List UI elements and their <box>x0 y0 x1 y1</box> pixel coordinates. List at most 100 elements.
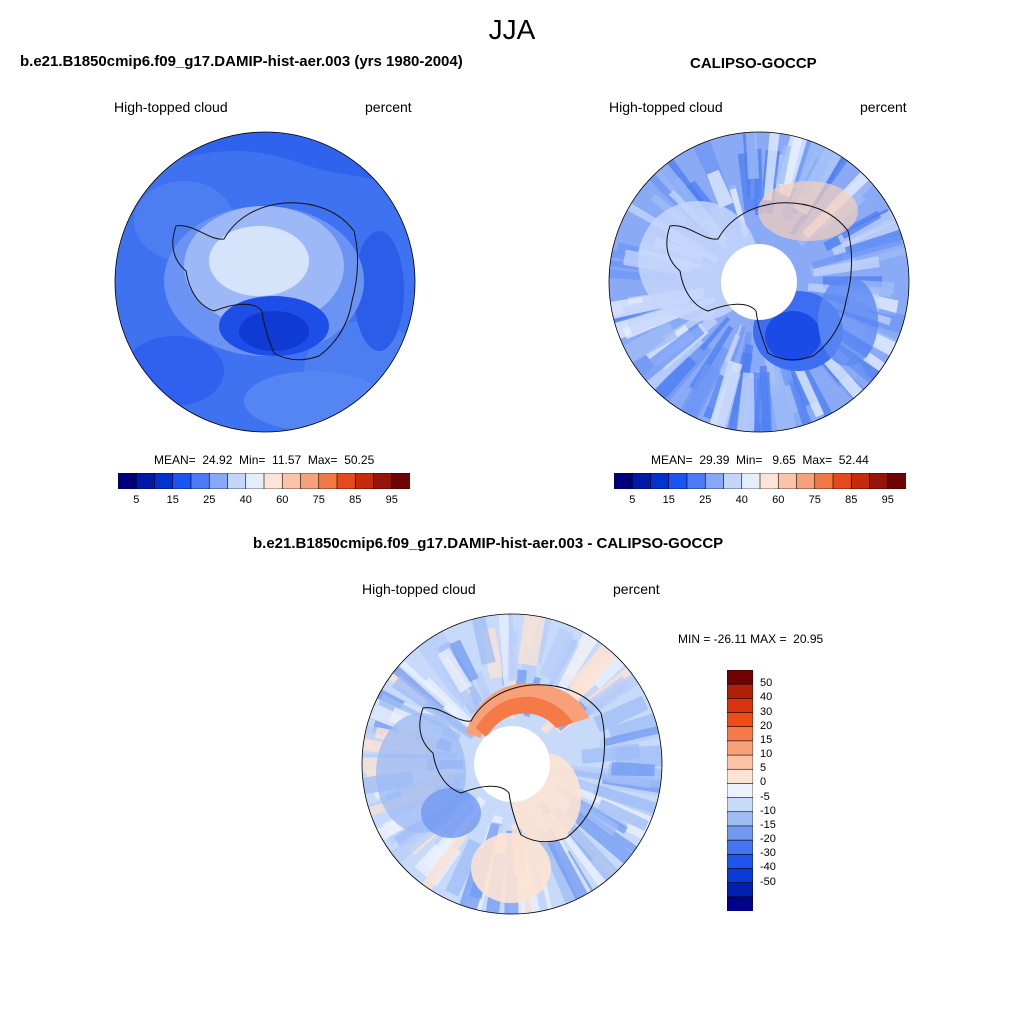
field-streak <box>391 675 475 740</box>
obs-colorbar-swatch <box>869 473 889 489</box>
field-streak <box>775 144 792 185</box>
obs-colorbar-tick-label: 95 <box>881 494 894 506</box>
obs-colorbar-swatch <box>686 473 706 489</box>
obs-colorbar-tick-label: 75 <box>808 494 821 506</box>
season-title: JJA <box>488 14 536 45</box>
model-colorbar-ticks: 5 15 25 40 60 75 85 95 <box>118 494 410 508</box>
model-colorbar-swatch <box>172 473 192 489</box>
model-colorbar <box>118 473 410 489</box>
field-streak <box>593 695 649 733</box>
field-streak <box>593 784 662 817</box>
diff-stats: MIN = -26.11 MAX = 20.95 <box>678 632 824 646</box>
obs-map-border <box>608 131 910 433</box>
diff-colorbar-tick-label: -30 <box>760 847 776 860</box>
model-colorbar-swatch <box>281 473 302 489</box>
obs-polar-map <box>608 131 910 433</box>
obs-colorbar-swatch <box>887 473 906 489</box>
field-streak <box>384 647 460 717</box>
diff-colorbar-tick-label: 50 <box>760 677 773 690</box>
diff-colorbar-tick-label: -50 <box>760 875 776 888</box>
diff-coastline <box>419 684 606 843</box>
diff-colorbar-swatch <box>727 853 753 870</box>
model-colorbar-tick-label: 85 <box>349 494 362 506</box>
diff-colorbar-ticks: 50 40 30 20 15 10 5 0 -5 -10 -15 -20 -30 -40 -50 <box>760 670 800 911</box>
diff-colorbar-tick-label: 30 <box>760 705 773 718</box>
model-colorbar-swatch <box>208 473 229 489</box>
obs-colorbar-tick-label: 15 <box>662 494 675 506</box>
model-colorbar-tick-label: 60 <box>276 494 289 506</box>
field-streak <box>611 761 655 777</box>
diff-colorbar-swatch <box>727 670 753 685</box>
diff-colorbar-swatch <box>727 868 753 884</box>
obs-stats: MEAN= 29.39 Min= 9.65 Max= 52.44 <box>651 453 869 467</box>
obs-colorbar-swatch <box>741 473 761 489</box>
diff-colorbar-swatch <box>727 740 753 756</box>
field-streak <box>470 614 496 665</box>
model-stats: MEAN= 24.92 Min= 11.57 Max= 50.25 <box>154 453 375 467</box>
model-colorbar-tick-label: 40 <box>239 494 252 506</box>
obs-colorbar-swatch <box>614 473 633 489</box>
obs-colorbar-swatch <box>723 473 743 489</box>
model-colorbar-tick-label: 25 <box>203 494 216 506</box>
diff-polar-gap <box>474 726 550 802</box>
diff-colorbar-tick-label: 40 <box>760 691 773 704</box>
field-streak <box>732 372 759 432</box>
obs-colorbar-swatch <box>777 473 798 489</box>
model-colorbar-swatch <box>373 473 393 489</box>
field-streak <box>728 352 753 432</box>
obs-colorbar <box>614 473 906 489</box>
field-streak <box>603 724 662 747</box>
obs-colorbar-tick-label: 5 <box>629 494 636 506</box>
diff-colorbar-tick-label: -40 <box>760 861 776 874</box>
field-streak <box>539 627 575 682</box>
diff-colorbar-swatch <box>727 825 753 841</box>
field-streak <box>390 663 447 712</box>
diff-colorbar-tick-label: -20 <box>760 833 776 846</box>
diff-colorbar-swatch <box>727 698 753 714</box>
obs-colorbar-swatch <box>759 473 779 489</box>
field-streak <box>410 821 474 906</box>
diff-colorbar <box>727 670 753 911</box>
obs-variable-label: High-topped cloud <box>609 99 723 115</box>
model-colorbar-tick-label: 15 <box>166 494 179 506</box>
diff-colorbar-tick-label: -15 <box>760 818 776 831</box>
field-streak <box>574 801 619 837</box>
model-polar-map <box>114 131 416 433</box>
model-coastline <box>172 202 359 361</box>
obs-colorbar-ticks: 5 15 25 40 60 75 85 95 <box>614 494 906 508</box>
diff-colorbar-swatch <box>727 882 753 898</box>
obs-colorbar-swatch <box>668 473 688 489</box>
model-colorbar-tick-label: 5 <box>133 494 140 506</box>
model-colorbar-tick-label: 75 <box>312 494 325 506</box>
field-streak <box>811 234 903 270</box>
diff-colorbar-tick-label: 5 <box>760 762 767 775</box>
model-variable-label: High-topped cloud <box>114 99 228 115</box>
field-streak <box>719 333 741 377</box>
diff-colorbar-swatch <box>727 726 753 742</box>
obs-colorbar-tick-label: 40 <box>735 494 748 506</box>
field-streak <box>437 647 473 693</box>
field-streak <box>706 169 734 209</box>
obs-colorbar-swatch <box>796 473 816 489</box>
field-streak <box>508 631 518 681</box>
obs-colorbar-swatch <box>631 473 652 489</box>
field-streak <box>608 703 662 741</box>
model-colorbar-swatch <box>118 473 137 489</box>
field-streak <box>764 357 781 395</box>
obs-colorbar-swatch <box>650 473 670 489</box>
model-map-border <box>114 131 416 433</box>
model-colorbar-swatch <box>154 473 174 489</box>
model-colorbar-swatch <box>227 473 247 489</box>
field-streak <box>700 316 731 351</box>
obs-coastline <box>666 202 853 361</box>
obs-colorbar-swatch <box>832 473 852 489</box>
diff-colorbar-swatch <box>727 839 753 855</box>
model-colorbar-swatch <box>135 473 156 489</box>
model-colorbar-swatch <box>354 473 375 489</box>
diff-polar-map <box>361 613 663 915</box>
diff-colorbar-swatch <box>727 683 753 699</box>
field-streak <box>423 834 456 870</box>
model-colorbar-swatch <box>336 473 356 489</box>
model-colorbar-swatch <box>300 473 320 489</box>
field-streak <box>542 828 588 900</box>
